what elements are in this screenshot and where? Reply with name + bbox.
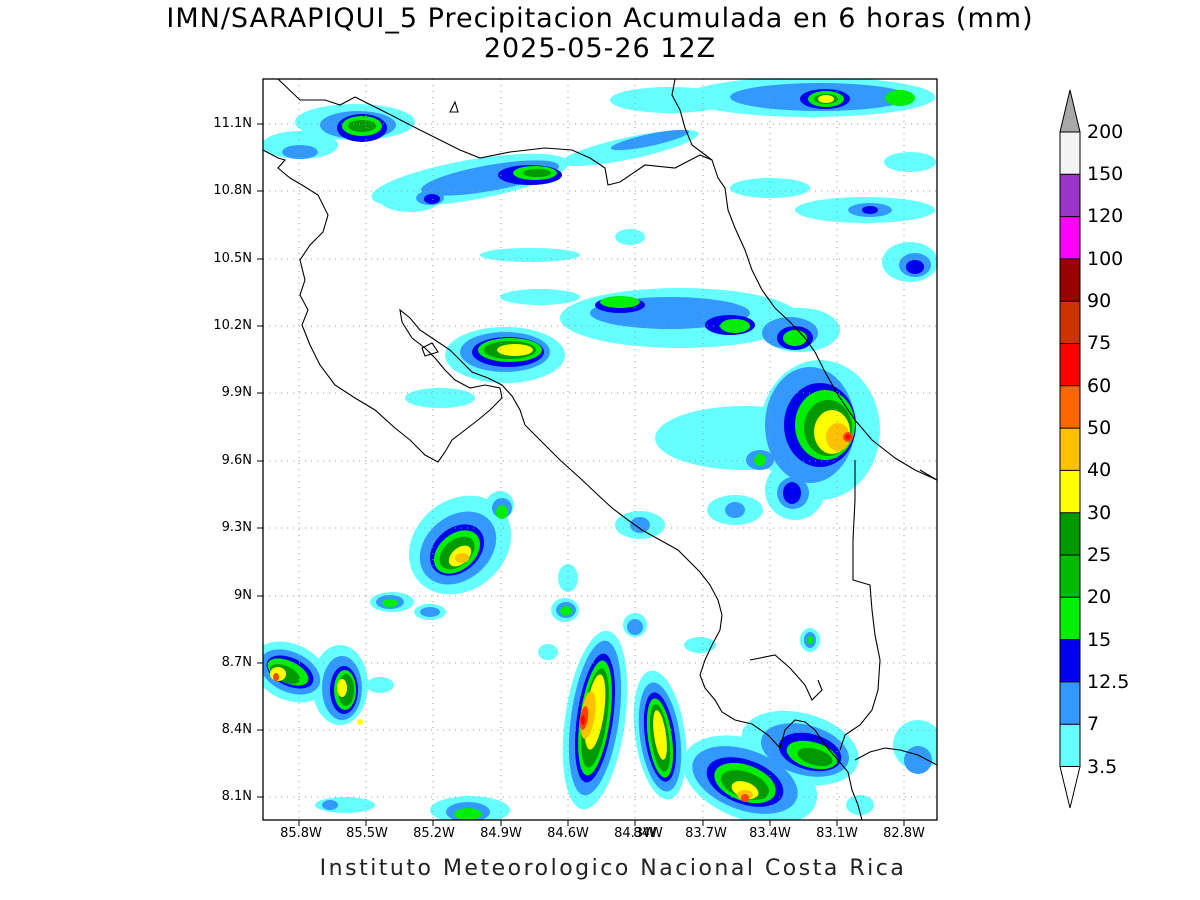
lon-label: 84W xyxy=(633,826,663,841)
colorbar-swatch xyxy=(1060,470,1080,513)
colorbar-label: 200 xyxy=(1087,121,1124,143)
colorbar-swatch xyxy=(1060,555,1080,598)
lon-label: 85.5W xyxy=(346,826,388,841)
colorbar-label: 7 xyxy=(1087,713,1100,735)
axis-ticks xyxy=(257,123,905,826)
colorbar-label: 3.5 xyxy=(1087,756,1118,778)
colorbar-swatch xyxy=(1060,724,1080,767)
colorbar-label: 60 xyxy=(1087,375,1112,397)
lat-label: 8.7N xyxy=(221,655,252,670)
colorbar-label: 15 xyxy=(1087,629,1112,651)
colorbar-label: 150 xyxy=(1087,163,1124,185)
colorbar-label: 12.5 xyxy=(1087,671,1130,693)
lat-label: 10.5N xyxy=(213,251,252,266)
lon-label: 85.8W xyxy=(280,826,322,841)
colorbar-swatch xyxy=(1060,428,1080,471)
colorbar-label: 25 xyxy=(1087,544,1112,566)
graticule xyxy=(263,79,937,820)
lon-label: 83.4W xyxy=(749,826,791,841)
lon-label: 84.6W xyxy=(547,826,589,841)
lat-label: 9N xyxy=(234,588,252,603)
colorbar-label: 20 xyxy=(1087,586,1112,608)
colorbar-over-arrow xyxy=(1059,89,1081,133)
colorbar-swatch xyxy=(1060,343,1080,386)
colorbar-swatch xyxy=(1060,216,1080,259)
precipitation-field xyxy=(263,79,937,820)
map-valid-time: 2025-05-26 12Z xyxy=(483,33,717,64)
map-title: IMN/SARAPIQUI_5 Precipitacion Acumulada … xyxy=(166,3,1034,34)
colorbar-swatch xyxy=(1060,174,1080,217)
colorbar-swatch xyxy=(1060,512,1080,555)
map-frame xyxy=(262,78,938,821)
lon-label: 82.8W xyxy=(883,826,925,841)
lat-label: 9.6N xyxy=(221,453,252,468)
colorbar-swatch xyxy=(1060,385,1080,429)
lat-label: 8.1N xyxy=(221,789,252,804)
colorbar-label: 40 xyxy=(1087,459,1112,481)
colorbar-under-arrow xyxy=(1059,766,1081,809)
lon-label: 84.3W xyxy=(614,826,656,841)
lat-label: 10.2N xyxy=(213,318,252,333)
colorbar-label: 100 xyxy=(1087,248,1124,270)
colorbar-swatch xyxy=(1060,681,1080,725)
lon-label: 83.1W xyxy=(816,826,858,841)
lon-label: 85.2W xyxy=(413,826,455,841)
lat-label: 11.1N xyxy=(213,116,252,131)
colorbar-label: 90 xyxy=(1087,290,1112,312)
colorbar-swatch xyxy=(1060,301,1080,344)
coastline-borders xyxy=(263,79,937,820)
lat-label: 10.8N xyxy=(213,183,252,198)
lon-label: 83.7W xyxy=(685,826,727,841)
lat-label: 9.9N xyxy=(221,385,252,400)
lat-label: 8.4N xyxy=(221,722,252,737)
colorbar-label: 30 xyxy=(1087,502,1112,524)
lon-label: 84.9W xyxy=(480,826,522,841)
colorbar-swatch xyxy=(1060,597,1080,640)
colorbar-swatch xyxy=(1060,258,1080,302)
colorbar-label: 50 xyxy=(1087,417,1112,439)
footer-credit: Instituto Meteorologico Nacional Costa R… xyxy=(319,856,907,881)
lat-label: 9.3N xyxy=(221,520,252,535)
colorbar-swatch xyxy=(1060,132,1080,175)
colorbar-swatch xyxy=(1060,639,1080,682)
colorbar-label: 120 xyxy=(1087,205,1124,227)
colorbar xyxy=(1059,89,1081,809)
colorbar-label: 75 xyxy=(1087,332,1112,354)
